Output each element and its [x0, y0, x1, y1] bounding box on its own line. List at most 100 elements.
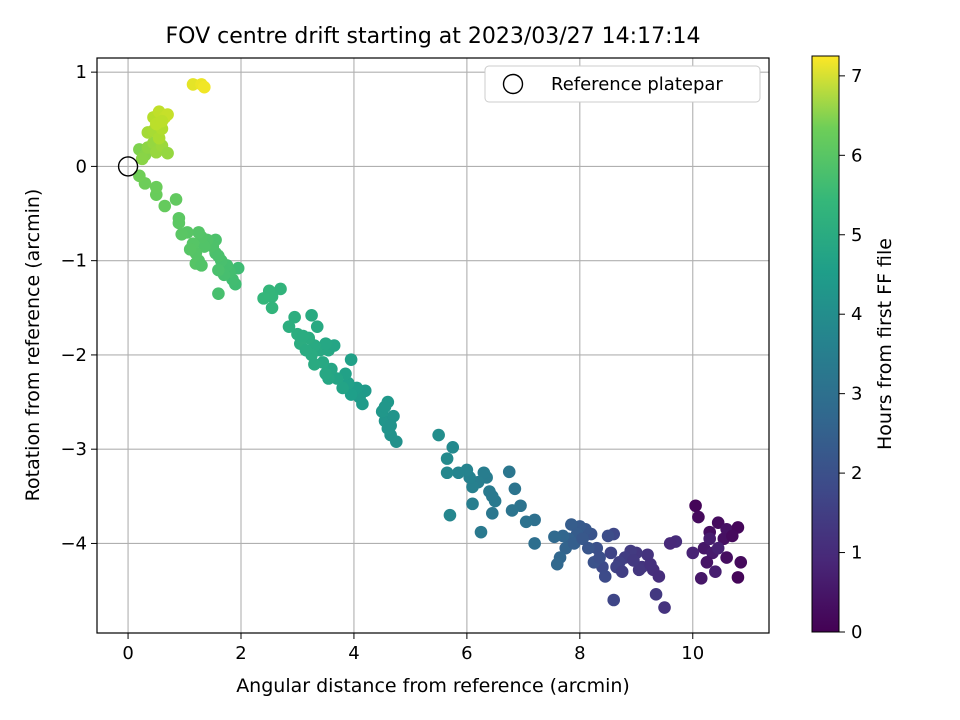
- y-tick-label: 0: [76, 156, 87, 177]
- x-tick-label: 6: [461, 643, 472, 664]
- data-point: [296, 329, 310, 343]
- data-point: [344, 388, 358, 401]
- x-tick-label: 8: [574, 643, 585, 664]
- data-point: [192, 226, 205, 239]
- data-point: [548, 530, 561, 544]
- data-point: [581, 541, 595, 555]
- data-point: [720, 551, 733, 564]
- data-point: [700, 556, 714, 569]
- data-point: [505, 504, 519, 517]
- data-point: [686, 546, 700, 560]
- data-point: [508, 482, 522, 496]
- data-point: [689, 499, 702, 513]
- x-tick-label: 4: [348, 643, 359, 664]
- data-point: [615, 565, 629, 579]
- data-point: [195, 259, 208, 272]
- data-point: [604, 546, 618, 560]
- data-point: [155, 114, 169, 128]
- colorbar-tick-label: 5: [851, 225, 862, 246]
- data-point: [305, 309, 318, 322]
- data-point: [644, 557, 657, 571]
- y-axis-ticks: 1 0 −1 −2 −3 −4: [60, 62, 97, 554]
- data-point: [161, 146, 174, 160]
- y-axis-label: Rotation from reference (arcmin): [22, 189, 44, 502]
- data-point: [356, 397, 369, 411]
- data-point: [336, 381, 349, 395]
- data-point: [158, 199, 172, 213]
- y-tick-label: −2: [60, 345, 87, 366]
- data-point: [466, 497, 479, 511]
- colorbar: 0 1 2 3 4 5 6 7 Hours from first FF file: [811, 55, 896, 643]
- colorbar-label: Hours from first FF file: [874, 238, 896, 450]
- data-point: [627, 554, 640, 567]
- data-point: [474, 525, 488, 539]
- reference-point: [117, 156, 139, 177]
- data-point: [446, 441, 460, 454]
- legend-marker: [502, 73, 524, 95]
- data-point: [711, 541, 725, 555]
- data-point: [175, 227, 189, 241]
- data-point: [528, 537, 541, 550]
- data-point: [502, 465, 516, 479]
- chart-title: FOV centre drift starting at 2023/03/27 …: [166, 24, 701, 49]
- data-point: [133, 169, 146, 183]
- data-point: [212, 263, 225, 277]
- x-tick-label: 2: [235, 643, 246, 664]
- data-point: [607, 593, 621, 607]
- data-points: [133, 78, 748, 614]
- data-point: [384, 419, 397, 432]
- legend: Reference platepar: [484, 65, 761, 103]
- data-point: [550, 557, 564, 571]
- colorbar-gradient: [811, 55, 840, 633]
- data-point: [711, 516, 725, 530]
- data-point: [135, 152, 149, 166]
- legend-box: [484, 65, 761, 103]
- data-point: [565, 518, 578, 531]
- data-point: [172, 211, 186, 225]
- colorbar-tick-label: 1: [851, 543, 862, 564]
- data-point: [663, 537, 677, 550]
- data-point: [703, 532, 717, 546]
- colorbar-tick-label: 3: [851, 384, 862, 405]
- data-point: [265, 301, 279, 315]
- data-point: [734, 556, 748, 569]
- data-point: [692, 510, 705, 524]
- y-tick-label: −3: [60, 439, 87, 460]
- data-point: [319, 337, 333, 350]
- data-point: [257, 292, 270, 305]
- colorbar-tick-label: 6: [851, 145, 862, 166]
- plot-frame: [96, 57, 770, 634]
- data-point: [649, 588, 663, 601]
- data-point: [652, 570, 666, 583]
- colorbar-tick-label: 2: [851, 463, 862, 484]
- data-point: [212, 287, 225, 300]
- data-point: [183, 243, 197, 256]
- y-tick-label: −4: [60, 533, 87, 554]
- data-point: [440, 466, 454, 480]
- data-point: [310, 320, 324, 333]
- data-point: [378, 400, 392, 414]
- data-point: [598, 570, 612, 583]
- data-point: [576, 532, 589, 546]
- data-point: [452, 466, 465, 480]
- data-point: [601, 529, 615, 543]
- data-point: [632, 563, 646, 577]
- data-point: [477, 466, 491, 480]
- data-point: [731, 571, 745, 584]
- data-point: [709, 565, 722, 579]
- x-axis-ticks: 0 2 4 6 8 10: [122, 633, 704, 664]
- data-point: [658, 601, 671, 614]
- y-tick-label: 1: [76, 62, 87, 83]
- data-point: [197, 80, 211, 94]
- colorbar-ticks: 0 1 2 3 4 5 6 7: [839, 66, 862, 643]
- data-point: [519, 515, 533, 529]
- data-point: [169, 193, 183, 206]
- data-point: [319, 367, 333, 381]
- data-point: [149, 180, 163, 194]
- reference-marker: [117, 156, 139, 177]
- x-tick-label: 10: [681, 643, 704, 664]
- y-tick-label: −1: [60, 251, 87, 272]
- data-point: [288, 310, 301, 324]
- data-point: [440, 452, 454, 465]
- legend-entry: Reference platepar: [551, 74, 723, 95]
